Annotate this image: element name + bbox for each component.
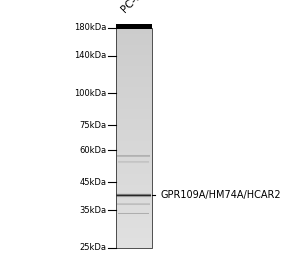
Text: 75kDa: 75kDa (80, 121, 106, 130)
Text: 100kDa: 100kDa (74, 89, 106, 98)
Text: 25kDa: 25kDa (80, 243, 106, 252)
Text: 35kDa: 35kDa (80, 206, 106, 215)
Text: 60kDa: 60kDa (80, 146, 106, 155)
Text: 180kDa: 180kDa (74, 23, 106, 33)
Bar (116, 28, 152, 248)
Text: 45kDa: 45kDa (80, 178, 106, 187)
Text: PC-12: PC-12 (119, 0, 148, 14)
Text: GPR109A/HM74A/HCAR2: GPR109A/HM74A/HCAR2 (160, 190, 281, 200)
Text: 140kDa: 140kDa (74, 51, 106, 60)
